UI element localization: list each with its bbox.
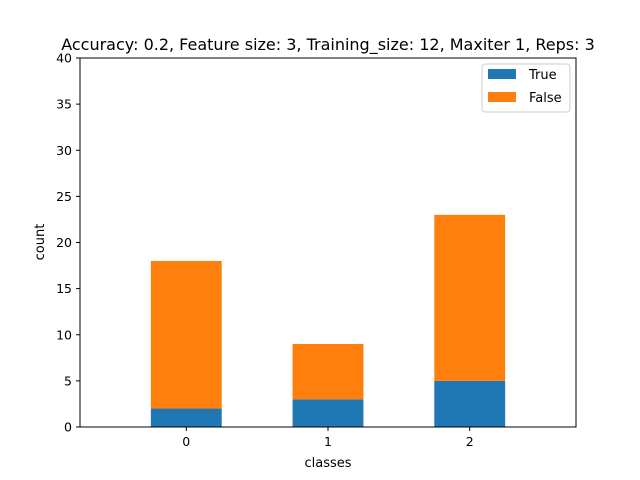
y-axis-label: count — [33, 224, 48, 261]
bar-true-class-2 — [434, 380, 506, 428]
y-tick-label: 25 — [56, 189, 72, 204]
bars-layer — [150, 214, 506, 428]
bar-false-class-1 — [292, 343, 364, 400]
bar-true-class-0 — [150, 408, 222, 427]
plot-frame — [79, 57, 577, 428]
y-tick-label: 35 — [56, 97, 72, 112]
bar-false-class-2 — [434, 214, 506, 381]
x-axis-label: classes — [304, 456, 351, 471]
chart-title: Accuracy: 0.2, Feature size: 3, Training… — [61, 35, 595, 55]
x-tick-label: 1 — [324, 434, 332, 449]
bar-true-class-1 — [292, 399, 364, 427]
x-tick-label: 0 — [182, 434, 190, 449]
y-tick-label: 20 — [56, 235, 72, 250]
legend-label-false: False — [529, 91, 562, 106]
legend: True False — [481, 63, 571, 113]
bar-false-class-0 — [150, 260, 222, 409]
y-tick-label: 40 — [56, 51, 72, 66]
y-tick-label: 0 — [64, 420, 72, 435]
x-tick-label: 2 — [466, 434, 474, 449]
y-tick-label: 15 — [56, 281, 72, 296]
legend-swatch-true — [488, 69, 516, 79]
y-tick-label: 30 — [56, 143, 72, 158]
y-tick-label: 5 — [64, 373, 72, 388]
legend-label-true: True — [528, 68, 557, 83]
y-tick-label: 10 — [56, 327, 72, 342]
legend-swatch-false — [488, 92, 516, 102]
